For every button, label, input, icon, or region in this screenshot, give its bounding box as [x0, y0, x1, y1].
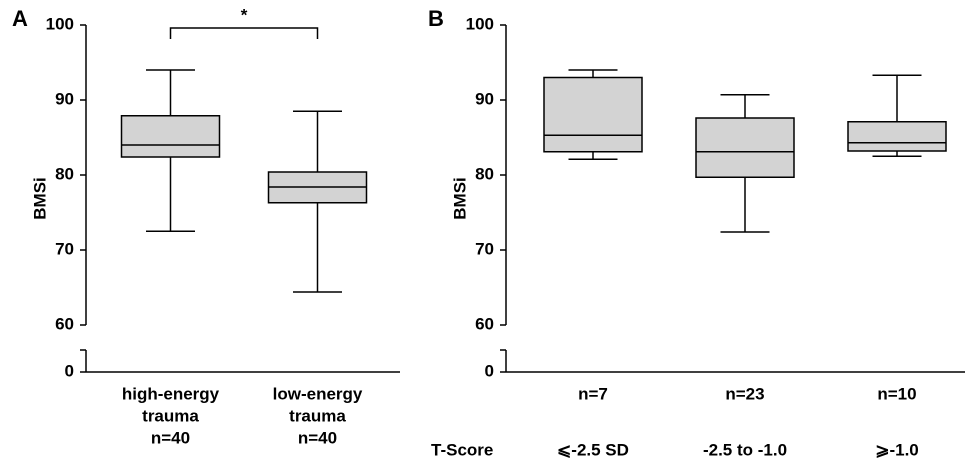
row-value: ⩾-1.0 [875, 440, 919, 459]
row-value: -2.5 to -1.0 [703, 440, 787, 459]
x-tick-label: n=7 [578, 384, 608, 403]
box [695, 117, 795, 178]
y-tick-label: 0 [485, 361, 494, 380]
panel-label: A [12, 6, 28, 31]
y-tick-label: 70 [475, 239, 494, 258]
x-tick-label: low-energy [273, 384, 363, 403]
x-tick-label: high-energy [122, 384, 220, 403]
row-label: T-Score [431, 440, 493, 459]
panel-label: B [428, 6, 444, 31]
x-tick-label: trauma [142, 406, 199, 425]
significance-label: * [241, 5, 248, 24]
box [543, 76, 643, 153]
y-tick-label: 100 [46, 14, 74, 33]
x-tick-label: n=40 [151, 428, 190, 447]
y-tick-label: 60 [55, 314, 74, 333]
x-tick-label: n=10 [877, 384, 916, 403]
x-tick-label: n=40 [298, 428, 337, 447]
y-axis-label: BMSi [30, 177, 49, 220]
box [120, 115, 221, 158]
y-tick-label: 80 [55, 164, 74, 183]
y-tick-label: 100 [466, 14, 494, 33]
significance-bracket [169, 27, 319, 39]
y-axis-label: BMSi [450, 177, 469, 220]
x-tick-label: n=23 [725, 384, 764, 403]
y-tick-label: 90 [55, 89, 74, 108]
x-tick-label: trauma [289, 406, 346, 425]
y-tick-label: 0 [65, 361, 74, 380]
y-tick-label: 90 [475, 89, 494, 108]
y-tick-label: 80 [475, 164, 494, 183]
row-value: ⩽-2.5 SD [557, 440, 629, 459]
box [847, 121, 947, 152]
y-tick-label: 70 [55, 239, 74, 258]
y-tick-label: 60 [475, 314, 494, 333]
